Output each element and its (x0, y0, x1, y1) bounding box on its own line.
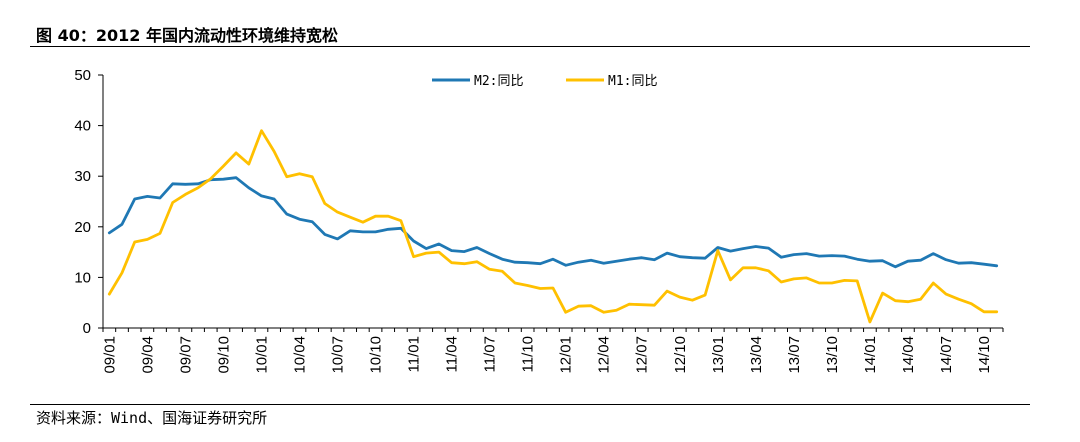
x-tick-label: 10/10 (368, 336, 385, 374)
y-tick-label: 40 (74, 118, 91, 135)
legend-label-m2: M2:同比 (474, 74, 523, 89)
x-tick-label: 09/04 (139, 336, 156, 374)
x-tick-label: 14/10 (976, 336, 993, 374)
y-tick-label: 20 (74, 219, 91, 236)
x-tick-label: 13/07 (786, 336, 803, 374)
x-tick-label: 11/07 (482, 336, 499, 372)
x-tick-label: 13/01 (710, 336, 727, 374)
y-tick-label: 0 (83, 320, 91, 337)
x-tick-label: 12/01 (558, 336, 575, 374)
x-tick-label: 09/07 (177, 336, 194, 374)
y-tick-label: 10 (74, 269, 91, 286)
x-tick-label: 14/04 (900, 336, 917, 374)
legend-label-m1: M1:同比 (608, 74, 657, 89)
x-tick-label: 13/04 (748, 336, 765, 374)
figure-title: 图 40：2012 年国内流动性环境维持宽松 (36, 26, 338, 45)
x-tick-label: 13/10 (824, 336, 841, 374)
x-tick-label: 14/07 (938, 336, 955, 374)
legend: M2:同比 M1:同比 (432, 74, 657, 89)
source-note: 资料来源：Wind、国海证券研究所 (36, 409, 268, 427)
y-tick-label: 30 (74, 168, 91, 185)
title-divider (30, 46, 1030, 47)
y-axis: 0 10 20 30 40 50 (74, 67, 104, 337)
x-axis: 09/01 09/04 09/07 09/10 10/01 10/04 10/07 10/10… (101, 327, 1004, 374)
series-line-m2 (107, 176, 999, 269)
series-line-m1 (107, 129, 999, 324)
x-tick-label: 09/01 (101, 336, 118, 374)
x-tick-label: 12/07 (634, 336, 651, 374)
x-tick-label: 10/04 (291, 336, 308, 374)
y-tick-label: 50 (74, 67, 91, 84)
x-tick-label: 11/10 (520, 336, 537, 372)
x-tick-label: 11/01 (406, 336, 423, 372)
series-lines (107, 129, 999, 324)
source-divider (30, 404, 1030, 405)
x-tick-label: 12/04 (596, 336, 613, 374)
x-tick-label: 10/01 (253, 336, 270, 374)
x-tick-label: 10/07 (330, 336, 347, 374)
x-tick-label: 14/01 (862, 336, 879, 374)
x-tick-label: 11/04 (444, 336, 461, 372)
x-tick-label: 09/10 (215, 336, 232, 374)
x-tick-label: 12/10 (672, 336, 689, 374)
